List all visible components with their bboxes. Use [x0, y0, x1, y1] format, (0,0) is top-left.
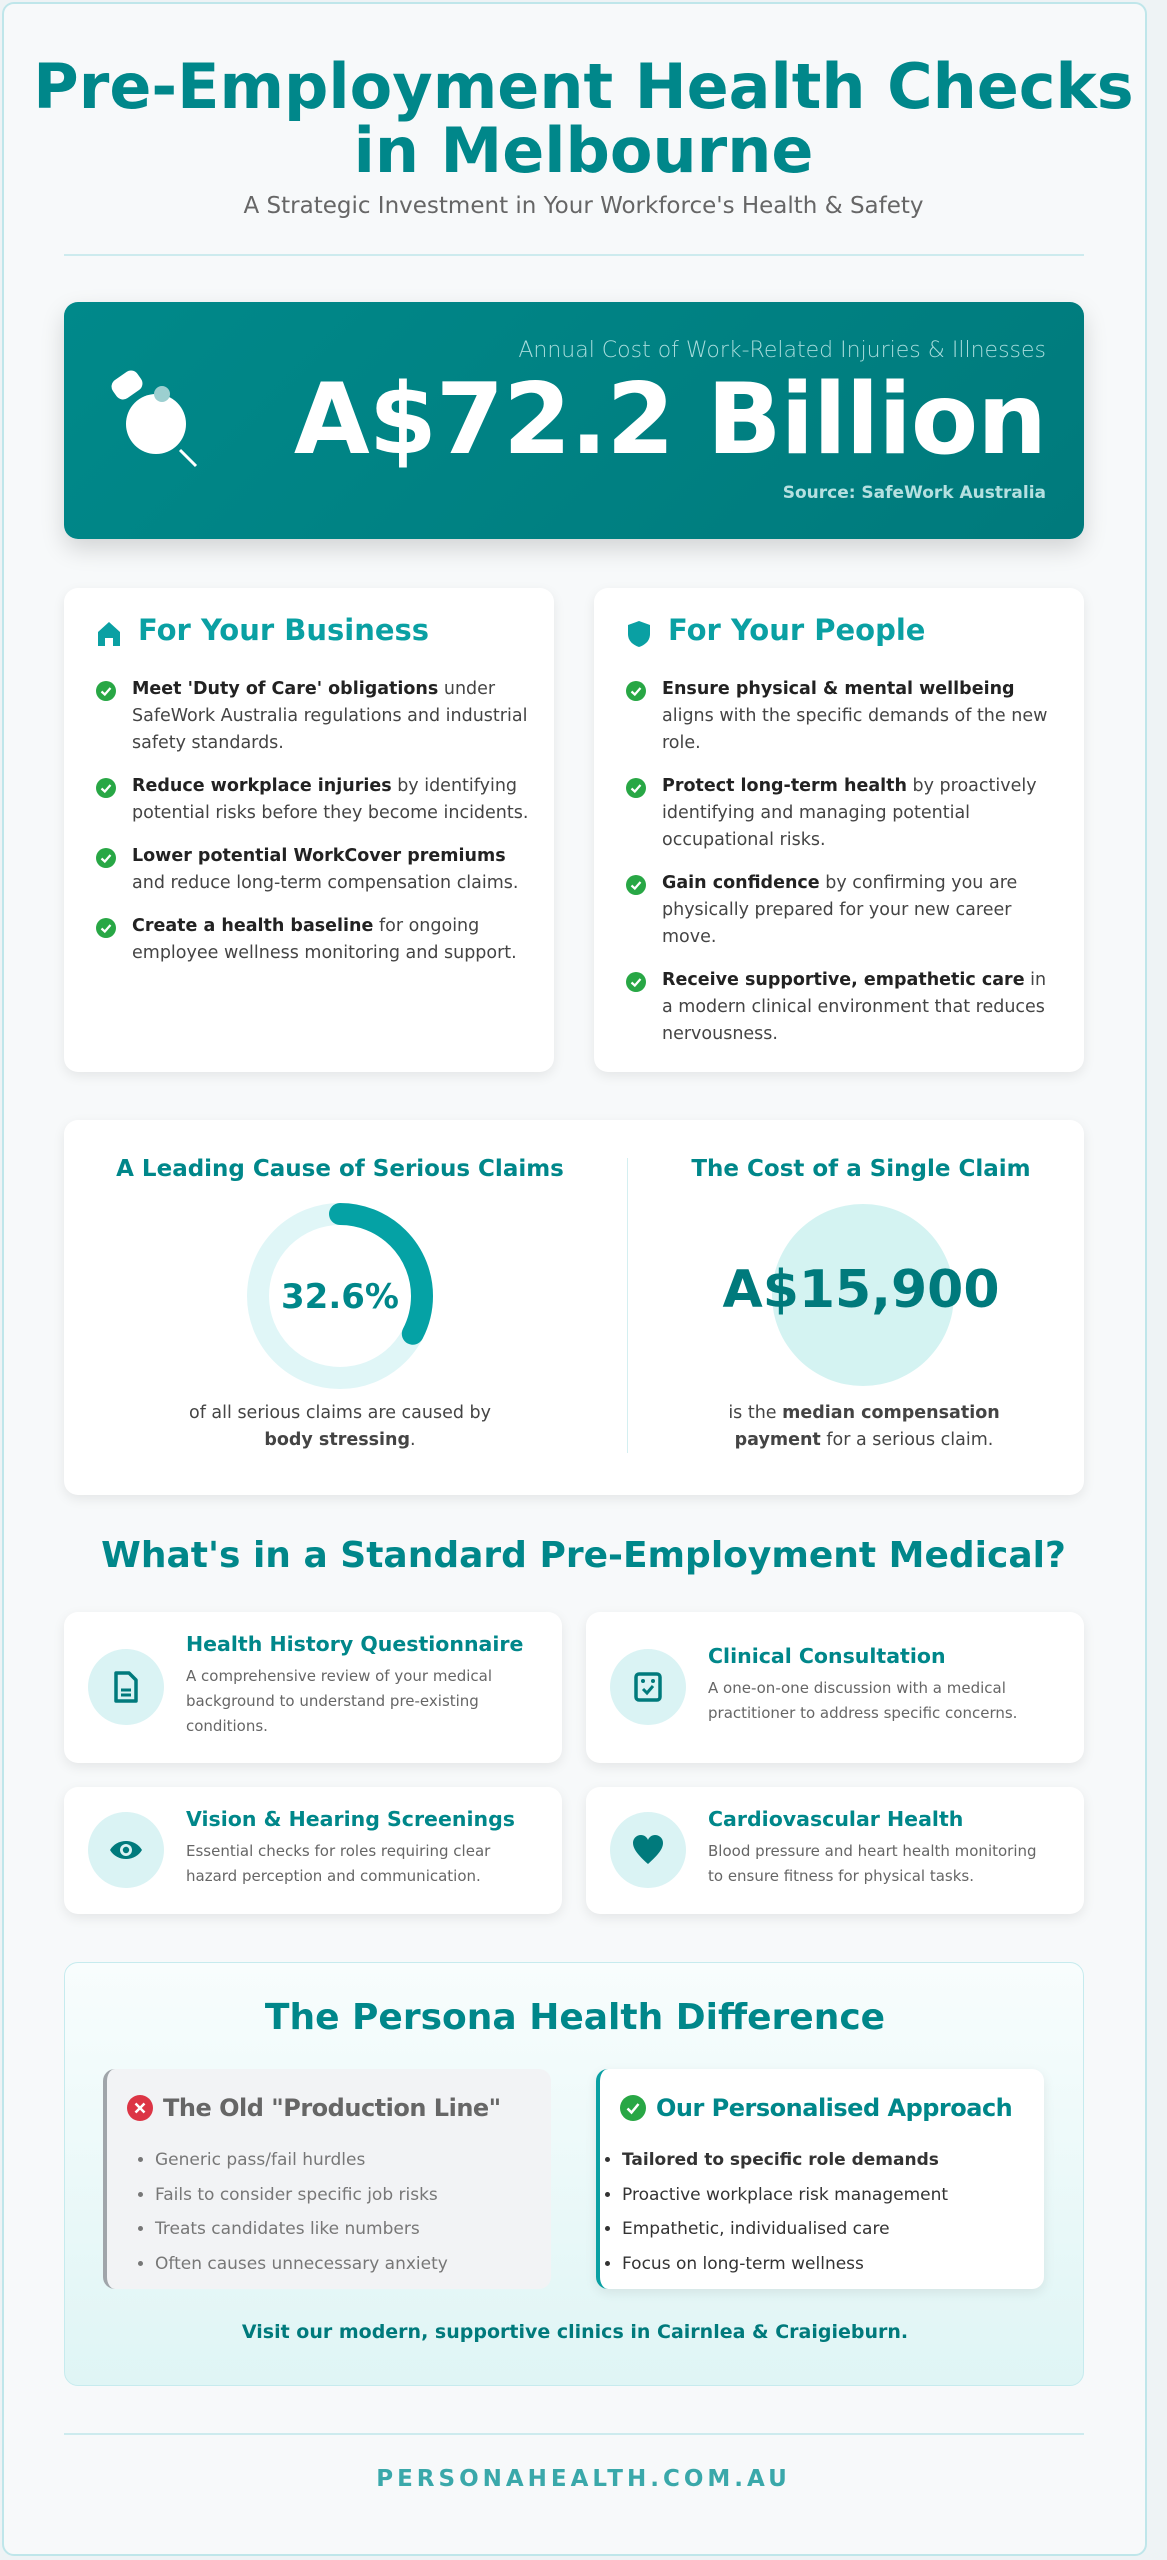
business-card: For Your Business Meet 'Duty of Care' ob… [64, 588, 554, 1072]
clipboard-check-icon [610, 1649, 686, 1725]
comparison-item: Treats candidates like numbers [155, 2212, 448, 2247]
donut-fill [247, 1203, 433, 1389]
test-desc: Blood pressure and heart health monitori… [708, 1842, 1037, 1885]
old-approach-title: The Old "Production Line" [163, 2094, 501, 2122]
check-circle-icon [626, 972, 646, 992]
check-circle-icon [96, 848, 116, 868]
donut-chart: 32.6% [247, 1203, 433, 1389]
comparison-item: Proactive workplace risk management [622, 2178, 948, 2213]
test-title: Health History Questionnaire [186, 1632, 524, 1656]
new-approach-title: Our Personalised Approach [656, 2094, 1013, 2122]
test-desc: Essential checks for roles requiring cle… [186, 1842, 491, 1885]
stat-right-circle [772, 1204, 954, 1386]
test-title: Clinical Consultation [708, 1644, 946, 1668]
benefit-item: Meet 'Duty of Care' obligations under Sa… [96, 676, 530, 757]
comparison-item: Fails to consider specific job risks [155, 2178, 448, 2213]
stopwatch-icon [111, 370, 198, 468]
old-approach-list: Generic pass/fail hurdlesFails to consid… [155, 2143, 448, 2281]
people-title: For Your People [668, 613, 926, 647]
stat-right-value: A$15,900 [722, 1260, 1000, 1320]
check-circle-icon [96, 778, 116, 798]
tests-title: What's in a Standard Pre-Employment Medi… [101, 1535, 1066, 1576]
stat-left-title: A Leading Cause of Serious Claims [116, 1156, 564, 1182]
check-circle-icon [96, 681, 116, 701]
divider [64, 254, 1084, 256]
check-circle-icon [626, 778, 646, 798]
comparison-item: Empathetic, individualised care [622, 2212, 948, 2247]
eye-icon [88, 1812, 164, 1888]
new-approach-list: Tailored to specific role demandsProacti… [622, 2143, 948, 2281]
test-title: Vision & Hearing Screenings [186, 1807, 515, 1831]
heart-icon [610, 1812, 686, 1888]
test-card: Vision & Hearing Screenings Essential ch… [64, 1787, 562, 1914]
stat-left-caption: of all serious claims are caused by body… [189, 1403, 491, 1450]
comparison-item: Focus on long-term wellness [622, 2247, 948, 2282]
comparison-item: Generic pass/fail hurdles [155, 2143, 448, 2178]
old-approach-card: The Old "Production Line" Generic pass/f… [103, 2069, 551, 2289]
test-desc: A one-on-one discussion with a medical p… [708, 1679, 1018, 1722]
stats-divider [627, 1158, 628, 1453]
benefit-item: Receive supportive, empathetic care in a… [626, 967, 1060, 1048]
document-icon [88, 1649, 164, 1725]
hero-value: A$72.2 Billion [293, 363, 1047, 477]
check-circle-icon [626, 681, 646, 701]
hero-source: Source: SafeWork Australia [782, 483, 1046, 503]
page-title: Pre-Employment Health Checks in Melbourne [33, 50, 1134, 187]
footer-divider [64, 2433, 1084, 2435]
test-card: Cardiovascular Health Blood pressure and… [586, 1787, 1084, 1914]
test-title: Cardiovascular Health [708, 1807, 964, 1831]
test-card: Health History Questionnaire A comprehen… [64, 1612, 562, 1763]
check-circle-icon [626, 875, 646, 895]
benefit-item: Ensure physical & mental wellbeing align… [626, 676, 1060, 757]
new-approach-card: Our Personalised Approach Tailored to sp… [596, 2069, 1044, 2289]
benefit-item: Protect long-term health by proactively … [626, 773, 1060, 854]
comparison-item: Tailored to specific role demands [622, 2143, 948, 2178]
business-list: Meet 'Duty of Care' obligations under Sa… [96, 676, 530, 983]
benefit-item: Create a health baseline for ongoing emp… [96, 913, 530, 967]
clinics-cta: Visit our modern, supportive clinics in … [241, 2321, 909, 2343]
cross-circle-icon [127, 2095, 153, 2121]
business-title: For Your Business [138, 613, 430, 647]
hero-banner: Annual Cost of Work-Related Injuries & I… [64, 302, 1084, 539]
stats-card: A Leading Cause of Serious Claims 32.6% … [64, 1120, 1084, 1495]
benefit-item: Reduce workplace injuries by identifying… [96, 773, 530, 827]
difference-section: The Persona Health Difference The Old "P… [64, 1962, 1084, 2386]
shield-icon [628, 621, 650, 647]
people-list: Ensure physical & mental wellbeing align… [626, 676, 1060, 1064]
check-circle-icon [96, 918, 116, 938]
benefit-item: Lower potential WorkCover premiums and r… [96, 843, 530, 897]
test-card: Clinical Consultation A one-on-one discu… [586, 1612, 1084, 1763]
benefit-item: Gain confidence by confirming you are ph… [626, 870, 1060, 951]
hero-label: Annual Cost of Work-Related Injuries & I… [518, 338, 1046, 363]
check-circle-icon [620, 2095, 646, 2121]
donut-value: 32.6% [281, 1277, 399, 1317]
difference-title: The Persona Health Difference [264, 1997, 886, 2038]
stat-right-caption: is the median compensation payment for a… [728, 1403, 1000, 1450]
test-desc: A comprehensive review of your medical b… [186, 1667, 492, 1735]
stat-right-title: The Cost of a Single Claim [691, 1156, 1031, 1182]
people-card: For Your People Ensure physical & mental… [594, 588, 1084, 1072]
footer-website-link[interactable]: PERSONAHEALTH.COM.AU [376, 2466, 791, 2492]
house-icon [98, 622, 120, 646]
page-subtitle: A Strategic Investment in Your Workforce… [243, 193, 924, 219]
comparison-item: Often causes unnecessary anxiety [155, 2247, 448, 2282]
